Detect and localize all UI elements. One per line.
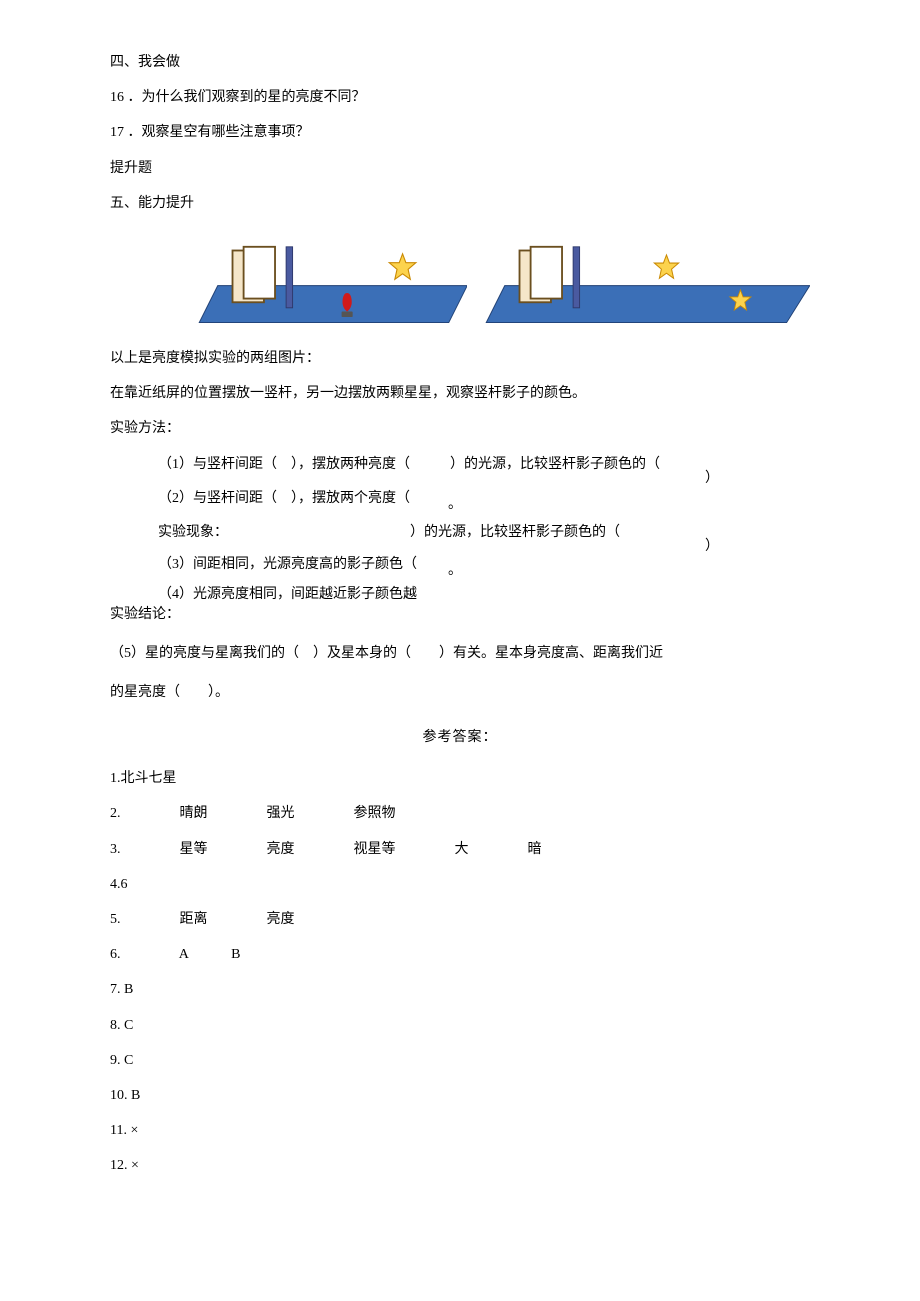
answer-6-num: 6. xyxy=(110,947,121,962)
diagram-instruction: 在靠近纸屏的位置摆放一竖杆，另一边摆放两颗星星，观察竖杆影子的颜色。 xyxy=(110,381,810,406)
answer-1: 1.北斗七星 xyxy=(110,766,810,791)
experiment-diagram-1 xyxy=(190,226,467,336)
phenomenon-4: （4）光源亮度相同，间距越近影子颜色越 xyxy=(158,582,417,607)
method-2-left: （2）与竖杆间距（ ），摆放两个亮度（ xyxy=(158,486,410,511)
answer-6: 6. A B xyxy=(110,942,810,967)
phenomenon-heading: 实验现象： xyxy=(158,520,228,545)
paren-close-2: ） xyxy=(705,534,719,559)
tisheng-heading: 提升题 xyxy=(110,156,810,181)
question-17: 17 ．观察星空有哪些注意事项？ xyxy=(110,120,810,145)
answer-5-1: 距离 xyxy=(180,912,208,927)
conclusion-5a: （5）星的亮度与星离我们的（ ）及星本身的（ ）有关。星本身亮度高、距离我们近 xyxy=(110,641,810,666)
answer-5-2: 亮度 xyxy=(267,912,295,927)
answer-4: 4.6 xyxy=(110,872,810,897)
method-1-left: （1）与竖杆间距（ ），摆放两种亮度（ xyxy=(158,452,410,477)
answer-6-2: B xyxy=(231,947,240,962)
pole-icon xyxy=(286,247,292,308)
answer-5-num: 5. xyxy=(110,912,121,927)
answers-block: 1.北斗七星 2. 晴朗 强光 参照物 3. 星等 亮度 视星等 大 暗 4.6… xyxy=(110,766,810,1178)
answer-9: 9. C xyxy=(110,1048,810,1073)
experiment-diagram-2 xyxy=(477,226,810,336)
section-5-heading: 五、能力提升 xyxy=(110,191,810,216)
pole-icon xyxy=(573,247,579,308)
section-4-heading: 四、我会做 xyxy=(110,50,810,75)
answer-3-4: 大 xyxy=(455,842,469,857)
page: 四、我会做 16 ．为什么我们观察到的星的亮度不同？ 17 ．观察星空有哪些注意… xyxy=(0,0,920,1301)
answer-8: 8. C xyxy=(110,1013,810,1038)
answers-heading: 参考答案： xyxy=(110,725,810,750)
screen-icon xyxy=(520,247,563,302)
screen-icon xyxy=(233,247,276,302)
answer-11: 11. × xyxy=(110,1118,810,1143)
answer-6-1: A xyxy=(179,947,188,962)
answer-3-1: 星等 xyxy=(180,842,208,857)
answer-3-5: 暗 xyxy=(528,842,542,857)
method-2-right: ）的光源，比较竖杆影子颜色的（ xyxy=(410,520,620,545)
method-1-right: ）的光源，比较竖杆影子颜色的（ xyxy=(450,452,660,477)
conclusion-5b: 的星亮度（ ）。 xyxy=(110,680,810,705)
answer-3-2: 亮度 xyxy=(267,842,295,857)
experiment-diagram-row xyxy=(190,226,810,336)
answer-3: 3. 星等 亮度 视星等 大 暗 xyxy=(110,837,810,862)
answer-7: 7. B xyxy=(110,977,810,1002)
paren-close: ） xyxy=(705,466,719,491)
question-16: 16 ．为什么我们观察到的星的亮度不同？ xyxy=(110,85,810,110)
answer-3-3: 视星等 xyxy=(354,842,396,857)
answer-3-num: 3. xyxy=(110,842,121,857)
diagram-caption: 以上是亮度模拟实验的两组图片： xyxy=(110,346,810,371)
dot-2: 。 xyxy=(448,558,462,583)
method-heading: 实验方法： xyxy=(110,416,810,441)
answer-2: 2. 晴朗 强光 参照物 xyxy=(110,801,810,826)
method-block: （1）与竖杆间距（ ），摆放两种亮度（ ）的光源，比较竖杆影子颜色的（ ） （2… xyxy=(110,452,810,602)
dot-1: 。 xyxy=(448,492,462,517)
star-icon xyxy=(389,254,416,280)
answer-2-3: 参照物 xyxy=(354,806,396,821)
answer-2-num: 2. xyxy=(110,806,121,821)
answer-2-1: 晴朗 xyxy=(180,806,208,821)
phenomenon-3-left: （3）间距相同，光源亮度高的影子颜色（ xyxy=(158,552,417,577)
answer-2-2: 强光 xyxy=(267,806,295,821)
answer-5: 5. 距离 亮度 xyxy=(110,907,810,932)
star-icon xyxy=(655,255,679,278)
answer-10: 10. B xyxy=(110,1083,810,1108)
answer-12: 12. × xyxy=(110,1153,810,1178)
